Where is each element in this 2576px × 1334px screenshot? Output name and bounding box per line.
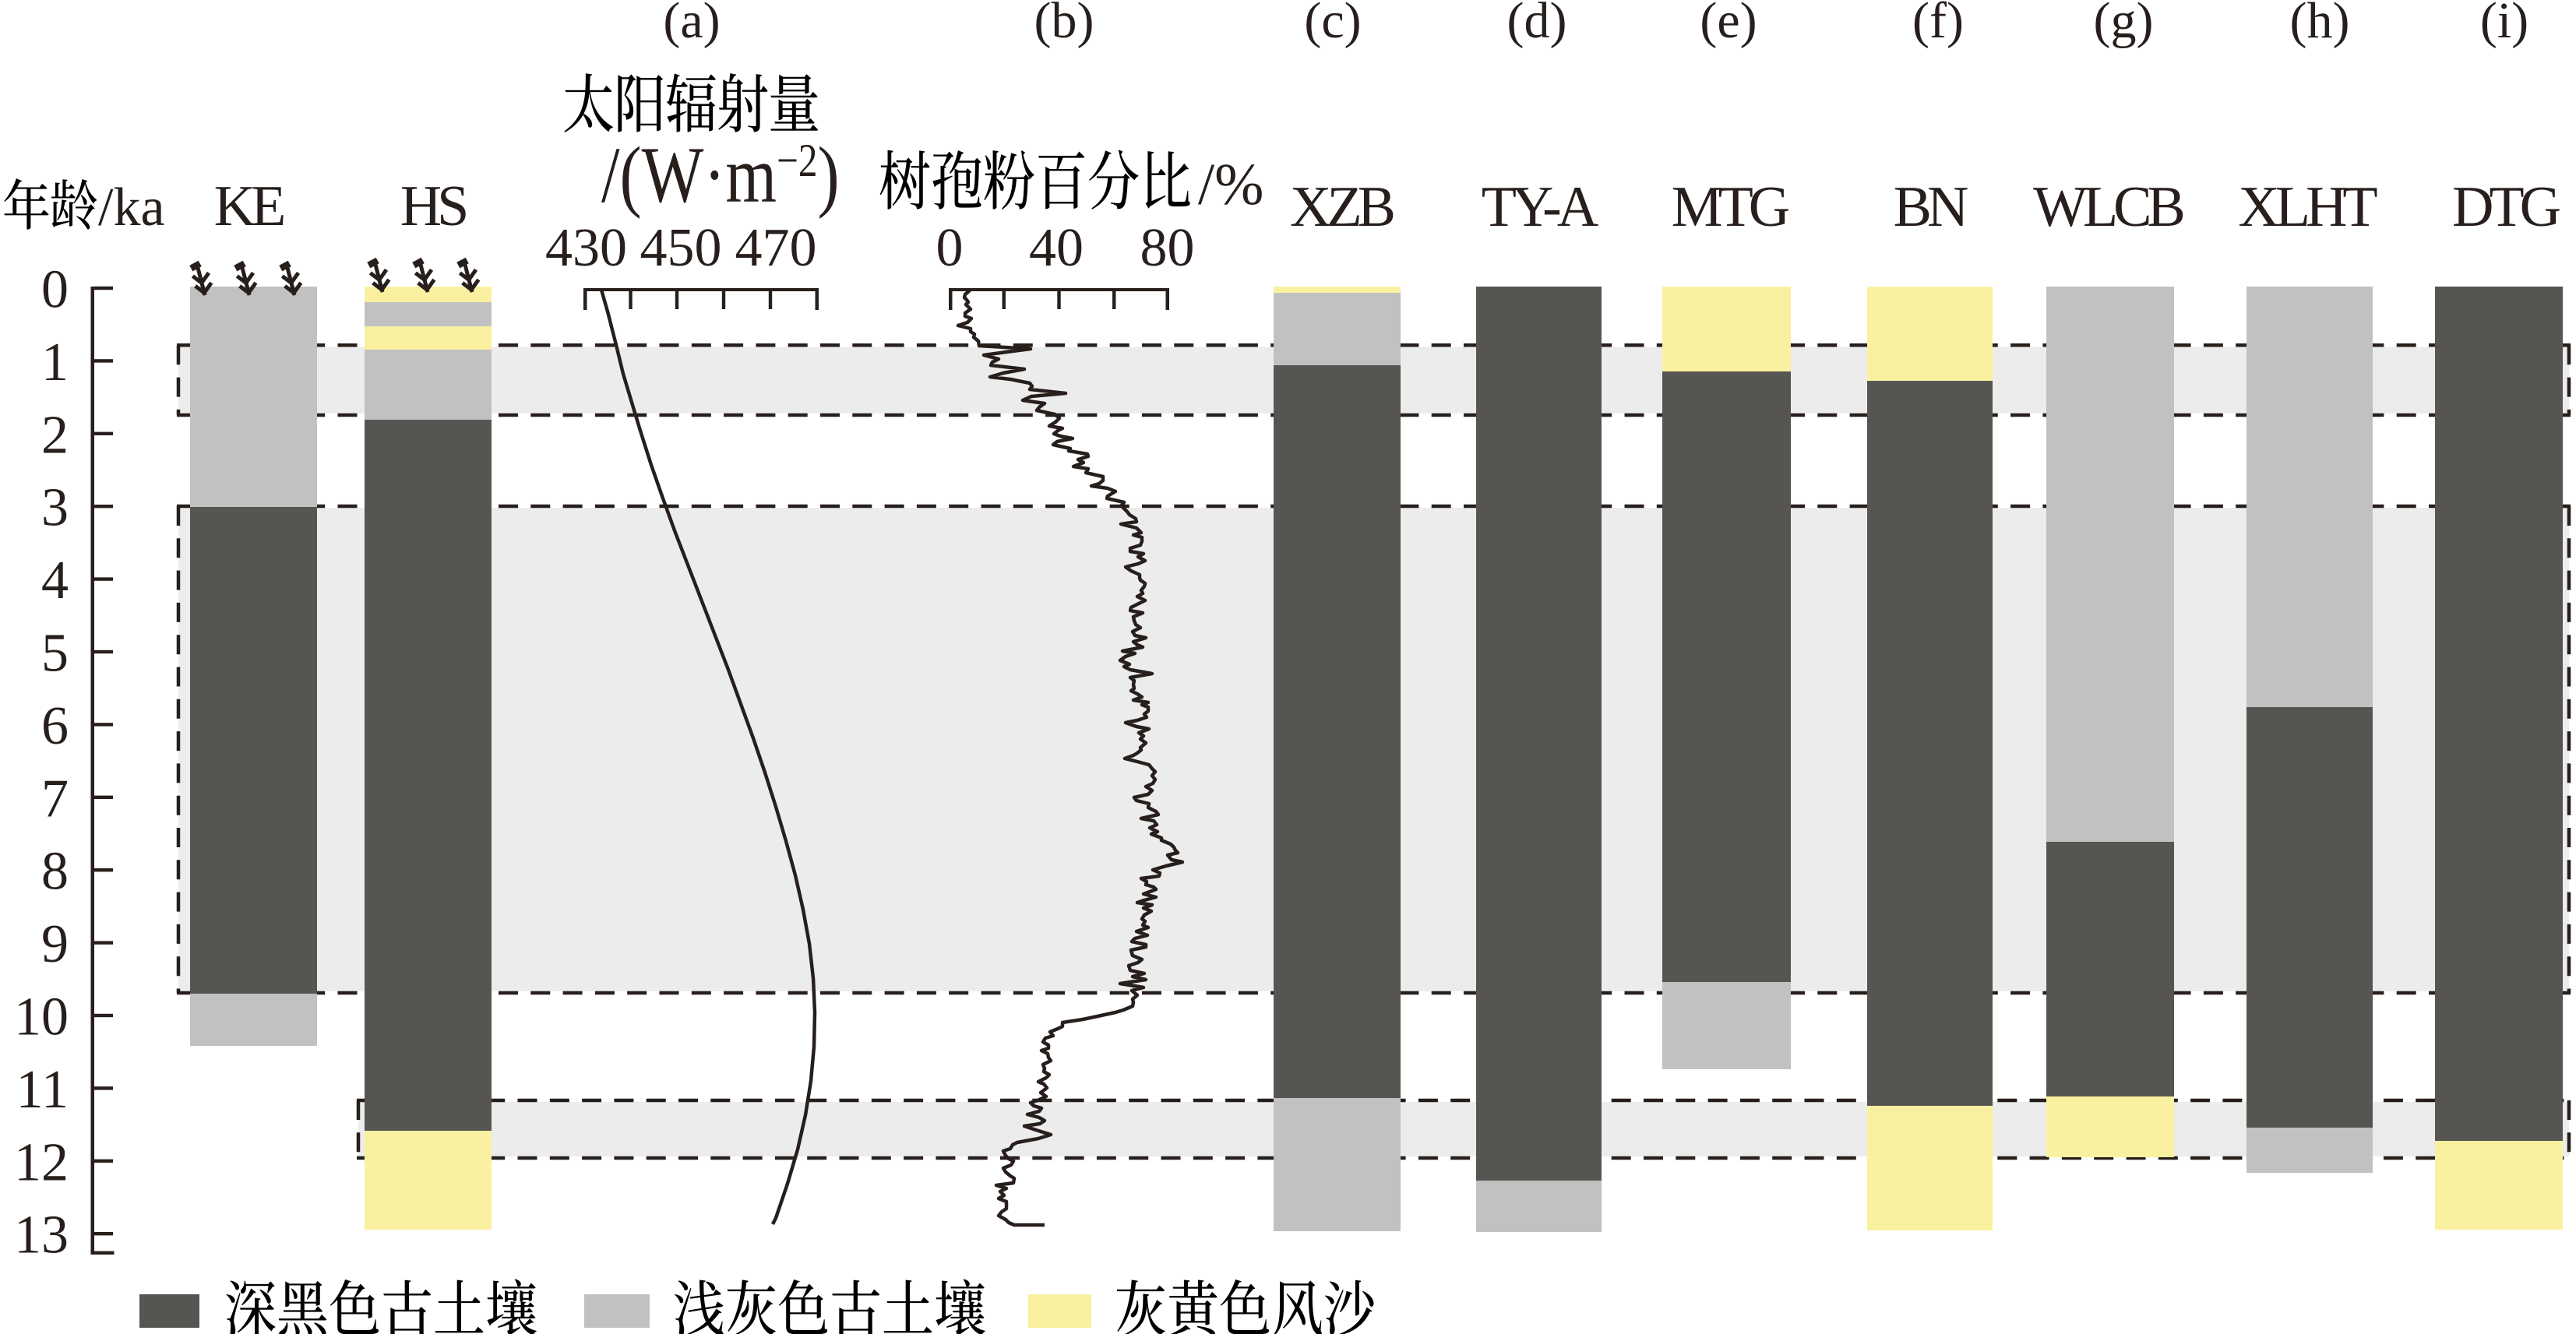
svg-text:12: 12 [14,1132,69,1192]
svg-text:(i): (i) [2480,0,2528,49]
svg-text:470: 470 [735,218,817,278]
svg-text:430: 430 [545,218,627,278]
svg-text:WLCB: WLCB [2033,175,2183,239]
svg-text:8: 8 [41,842,69,902]
svg-text:5: 5 [41,624,69,684]
svg-text:40: 40 [1029,218,1084,278]
svg-text:XLHT: XLHT [2238,175,2377,239]
svg-text:0: 0 [936,218,964,278]
svg-text:DTG: DTG [2452,175,2560,239]
svg-text:450: 450 [640,218,722,278]
svg-text:4: 4 [41,551,69,611]
svg-text:KE: KE [214,174,284,238]
svg-text:HS: HS [400,174,466,238]
svg-text:(c): (c) [1304,0,1361,49]
svg-text:0: 0 [41,260,69,320]
svg-text:(g): (g) [2094,0,2154,49]
svg-text:7: 7 [41,769,69,829]
svg-text:(f): (f) [1912,0,1964,49]
svg-text:/%: /% [1198,152,1263,217]
svg-text:2: 2 [41,405,69,465]
svg-text:TY-A: TY-A [1482,175,1598,239]
svg-text:BN: BN [1894,175,1968,239]
svg-text:(e): (e) [1700,0,1757,49]
svg-text:MTG: MTG [1672,175,1789,239]
svg-text:(b): (b) [1034,0,1094,49]
svg-text:(a): (a) [663,0,720,49]
svg-text:1: 1 [41,333,69,392]
svg-text:(d): (d) [1507,0,1567,49]
svg-text:/ka: /ka [98,178,165,238]
svg-text:13: 13 [14,1206,69,1265]
svg-text:3: 3 [41,478,69,538]
svg-text:(h): (h) [2290,0,2350,49]
svg-text:80: 80 [1140,218,1195,278]
svg-text:6: 6 [41,696,69,756]
svg-text:10: 10 [14,987,69,1047]
svg-text:XZB: XZB [1290,175,1394,239]
svg-text:11: 11 [16,1060,69,1120]
svg-text:9: 9 [41,914,69,974]
